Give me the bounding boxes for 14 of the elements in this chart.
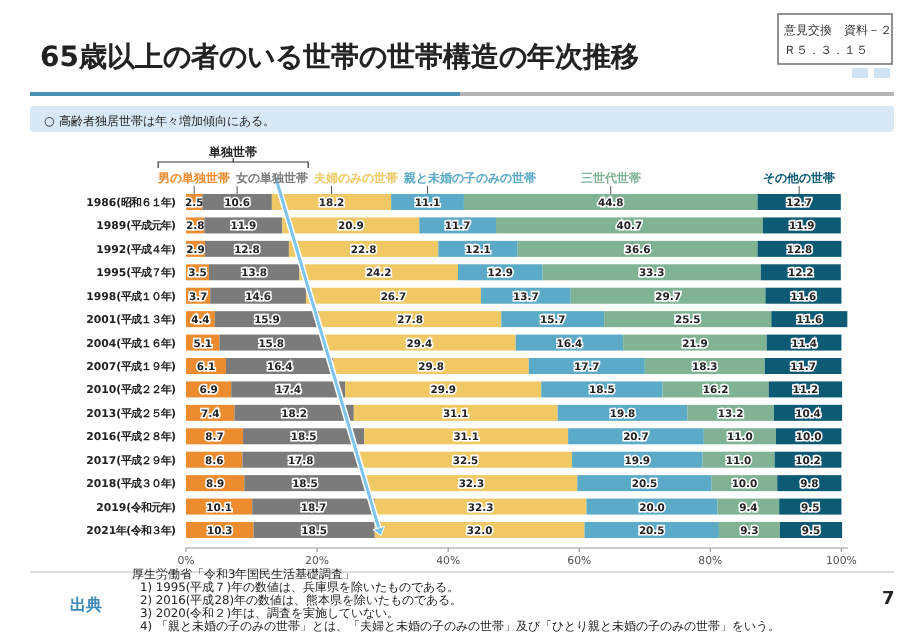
chart-title: 65歳以上の者のいる世帯の世帯構造の年次推移 xyxy=(40,42,639,74)
bar xyxy=(463,194,758,210)
bar xyxy=(570,287,766,304)
bar xyxy=(333,358,529,374)
bar xyxy=(542,264,761,281)
text: 出典 xyxy=(70,596,102,614)
bar xyxy=(345,381,542,398)
bar xyxy=(364,428,569,445)
bar xyxy=(374,498,587,515)
bar xyxy=(353,404,558,421)
bar xyxy=(517,240,758,257)
bar xyxy=(359,451,573,468)
text: 7 xyxy=(882,590,895,610)
bar xyxy=(496,217,763,234)
